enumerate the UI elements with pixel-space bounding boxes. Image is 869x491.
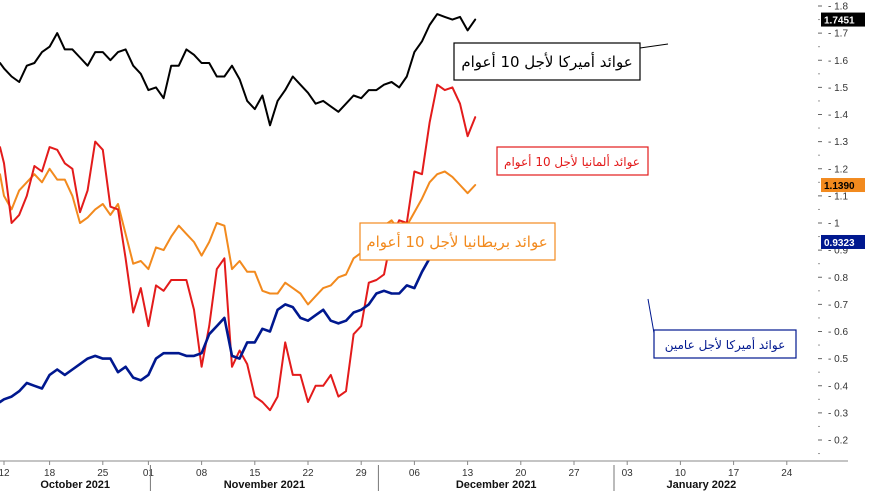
uk10-label-box bbox=[359, 222, 556, 261]
y-tick-label: - 0.7 bbox=[828, 300, 848, 311]
series-layer bbox=[0, 13, 477, 412]
x-tick-label: 29 bbox=[356, 468, 368, 479]
last-value-badge bbox=[821, 178, 865, 193]
annotations: عوائد أميركا لأجل 10 أعوام عوائد ألمانيا… bbox=[359, 42, 797, 359]
last-value-text: 1.1390 bbox=[824, 181, 855, 192]
month-label: January 2022 bbox=[667, 479, 737, 491]
us2-label: عوائد أميركا لأجل عامين bbox=[665, 337, 786, 353]
y-tick-label: - 0.4 bbox=[828, 381, 848, 392]
y-tick-label: - 0.5 bbox=[828, 354, 848, 365]
series-line-us2 bbox=[0, 240, 477, 404]
y-tick-label: - 1.6 bbox=[828, 56, 848, 67]
y-tick-label: - 0.8 bbox=[828, 273, 848, 284]
uk10-label: عوائد بريطانيا لأجل 10 أعوام bbox=[366, 232, 547, 251]
us10-label-box bbox=[453, 42, 641, 81]
last-value-badge bbox=[821, 234, 865, 249]
series-line-us10 bbox=[0, 13, 477, 127]
x-tick-label: 01 bbox=[143, 468, 155, 479]
last-value-badge bbox=[821, 12, 865, 27]
month-label: November 2021 bbox=[224, 479, 305, 491]
x-tick-label: 13 bbox=[462, 468, 474, 479]
x-tick-label: 10 bbox=[675, 468, 687, 479]
y-tick-label: - 1.2 bbox=[828, 164, 848, 175]
de10-label: عوائد ألمانيا لأجل 10 أعوام bbox=[504, 154, 640, 170]
y-tick-label: - 0.3 bbox=[828, 408, 848, 419]
y-tick-label: - 1 bbox=[828, 219, 840, 230]
x-tick-label: 18 bbox=[44, 468, 56, 479]
de10-label-box bbox=[496, 146, 649, 176]
x-tick-label: 15 bbox=[249, 468, 261, 479]
x-tick-label: 06 bbox=[409, 468, 421, 479]
last-value-text: 0.9323 bbox=[824, 238, 855, 249]
x-tick-label: 12 bbox=[0, 468, 10, 479]
us10-label: عوائد أميركا لأجل 10 أعوام bbox=[461, 52, 632, 71]
y-tick-label: - 1.8 bbox=[828, 2, 848, 13]
month-label: October 2021 bbox=[40, 479, 110, 491]
x-tick-label: 17 bbox=[728, 468, 740, 479]
y-tick-label: - 0.6 bbox=[828, 327, 848, 338]
us10-label-connector bbox=[639, 43, 669, 49]
chart-axes: - 1.8 - 1.7 - 1.6 - 1.5 - 1.4 - 1.3 - 1.2 - 1.1… bbox=[0, 2, 848, 491]
y-tick-label: - 1.1 bbox=[828, 191, 848, 202]
x-tick-label: 24 bbox=[781, 468, 793, 479]
y-tick-label: - 0.2 bbox=[828, 436, 848, 447]
month-label: December 2021 bbox=[456, 479, 537, 491]
y-tick-label: - 1.5 bbox=[828, 83, 848, 94]
y-tick-label: - 1.4 bbox=[828, 110, 848, 121]
x-tick-label: 08 bbox=[196, 468, 208, 479]
y-tick-label: - 1.7 bbox=[828, 29, 848, 40]
us2-label-box bbox=[653, 329, 797, 359]
last-value-badges: 1.7451 1.1390 0.9323 bbox=[821, 12, 865, 249]
x-tick-label: 03 bbox=[622, 468, 634, 479]
last-value-text: 1.7451 bbox=[824, 16, 855, 27]
us2-label-connector bbox=[647, 298, 655, 334]
y-tick-label: - 1.3 bbox=[828, 137, 848, 148]
x-tick-label: 25 bbox=[97, 468, 109, 479]
x-tick-label: 27 bbox=[568, 468, 580, 479]
x-tick-label: 22 bbox=[302, 468, 314, 479]
y-tick-label: - 0.9 bbox=[828, 246, 848, 257]
x-tick-label: 20 bbox=[515, 468, 527, 479]
